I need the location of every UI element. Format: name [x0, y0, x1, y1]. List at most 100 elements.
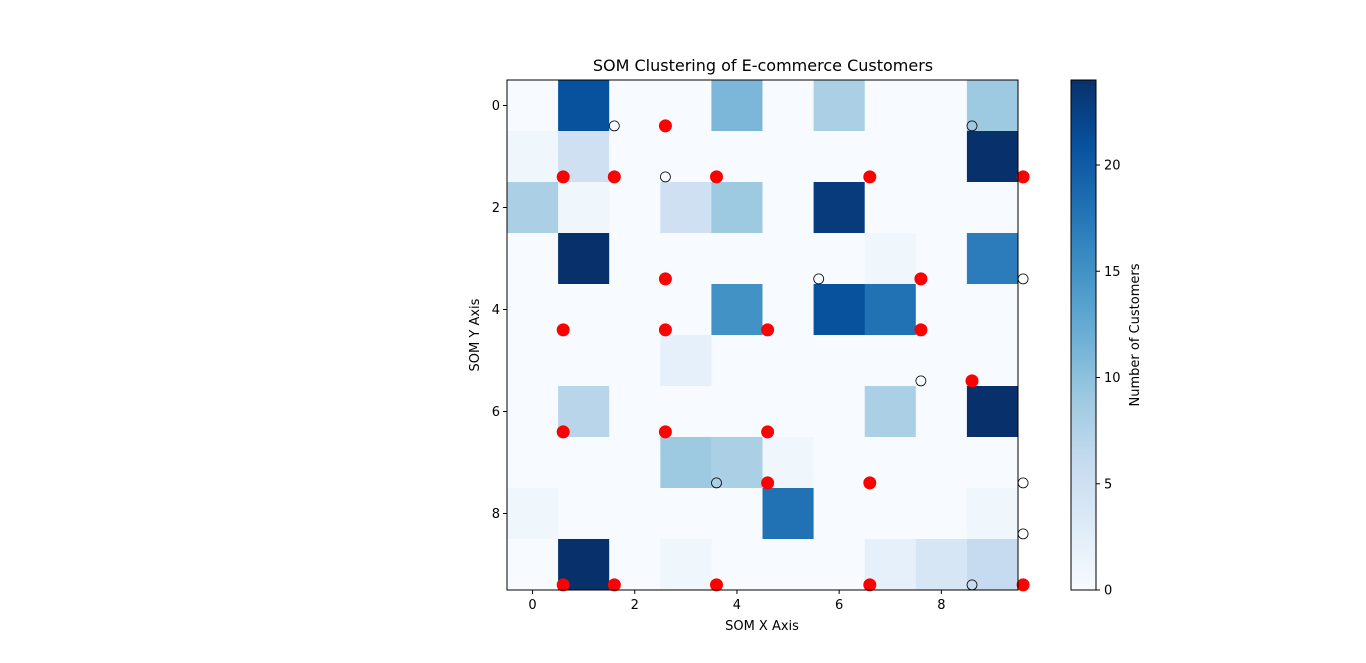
heatmap-cell [507, 386, 559, 438]
heatmap-cell [813, 437, 866, 489]
red-marker [658, 425, 672, 439]
plot-frame [506, 79, 1019, 591]
heatmap-cell [966, 131, 1019, 183]
hollow-marker [1017, 528, 1029, 540]
heatmap-cell [711, 284, 763, 336]
red-marker [658, 323, 672, 337]
heatmap-cell [966, 233, 1019, 285]
heatmap-cell [915, 539, 968, 591]
heatmap-cell [915, 386, 968, 438]
heatmap-cell [762, 80, 814, 132]
y-tick-label: 2 [492, 201, 500, 216]
chart-title: SOM Clustering of E-commerce Customers [593, 56, 933, 75]
heatmap-cell [609, 80, 661, 132]
colorbar-tick-label: 15 [1104, 265, 1121, 280]
heatmap-cell [915, 335, 968, 387]
heatmap-cell [711, 335, 763, 387]
heatmap-cell [558, 182, 610, 234]
heatmap-cell [507, 335, 559, 387]
heatmap-cell [864, 386, 917, 438]
red-marker [1016, 170, 1030, 184]
hollow-marker [813, 273, 825, 285]
hollow-marker [711, 477, 722, 489]
red-marker [710, 578, 724, 592]
heatmap-cell [915, 80, 968, 132]
red-marker [863, 170, 877, 184]
heatmap-cell [711, 80, 763, 132]
y-tick-label: 8 [492, 507, 500, 522]
heatmap-cell [660, 437, 712, 489]
heatmap-cell [507, 284, 559, 336]
heatmap-cell [762, 233, 814, 285]
heatmap-cell [609, 437, 661, 489]
heatmap-cell [507, 539, 559, 591]
heatmap-cell [660, 131, 712, 183]
red-marker [710, 170, 724, 184]
red-marker [761, 425, 775, 439]
heatmap-cell [966, 437, 1019, 489]
heatmap-cell [609, 182, 661, 234]
heatmap-cell [711, 233, 763, 285]
x-tick-label: 4 [733, 598, 741, 613]
heatmap-cell [660, 539, 712, 591]
heatmap-cell [915, 182, 968, 234]
heatmap-cell [762, 131, 814, 183]
heatmap-cell [864, 233, 917, 285]
x-axis-ticks: 0 2 4 6 8 [528, 590, 945, 613]
heatmap-cell [915, 488, 968, 540]
heatmap-cell [864, 182, 917, 234]
y-tick-label: 6 [492, 405, 500, 420]
heatmap-cell [609, 386, 661, 438]
heatmap-cell [558, 233, 610, 285]
red-markers [556, 119, 1030, 592]
red-marker [761, 323, 775, 337]
heatmap-cell [507, 437, 559, 489]
heatmap-cell [507, 80, 559, 132]
heatmap-cell [711, 488, 763, 540]
y-axis-label: SOM Y Axis [468, 298, 483, 371]
heatmap-cells [507, 80, 1019, 591]
red-marker [914, 323, 928, 337]
hollow-marker [915, 375, 927, 387]
colorbar-ticks: 0 5 10 15 20 [1096, 159, 1121, 599]
heatmap-cell [711, 386, 763, 438]
heatmap-cell [966, 488, 1019, 540]
heatmap-cell [966, 539, 1019, 591]
heatmap-cell [966, 386, 1019, 438]
x-tick-label: 6 [835, 598, 843, 613]
heatmap-cell [762, 335, 814, 387]
heatmap-cell [915, 131, 968, 183]
heatmap-cell [813, 233, 866, 285]
heatmap-cell [609, 488, 661, 540]
heatmap-cell [507, 182, 559, 234]
red-marker [658, 119, 672, 133]
heatmap-cell [864, 80, 917, 132]
x-tick-label: 0 [528, 598, 536, 613]
heatmap-cell [966, 182, 1019, 234]
y-tick-label: 4 [492, 303, 500, 318]
heatmap-cell [558, 488, 610, 540]
heatmap-cell [762, 488, 814, 540]
heatmap-cell [609, 233, 661, 285]
heatmap-cell [660, 335, 712, 387]
heatmap-cell [711, 437, 763, 489]
heatmap-cell [813, 131, 866, 183]
heatmap-cell [813, 539, 866, 591]
hollow-marker [966, 120, 978, 132]
red-marker [556, 425, 570, 439]
heatmap-cell [813, 80, 866, 132]
red-marker [761, 476, 775, 490]
red-marker [607, 170, 621, 184]
x-tick-label: 2 [631, 598, 639, 613]
heatmap-cell [864, 335, 917, 387]
colorbar-tick-label: 20 [1104, 159, 1121, 174]
hollow-marker [660, 171, 671, 183]
heatmap-cell [813, 284, 866, 336]
heatmap-cell [660, 488, 712, 540]
heatmap-cell [813, 488, 866, 540]
colorbar-tick-label: 10 [1104, 371, 1121, 386]
red-marker [556, 323, 570, 337]
heatmap-cell [966, 284, 1019, 336]
heatmap-cell [507, 233, 559, 285]
